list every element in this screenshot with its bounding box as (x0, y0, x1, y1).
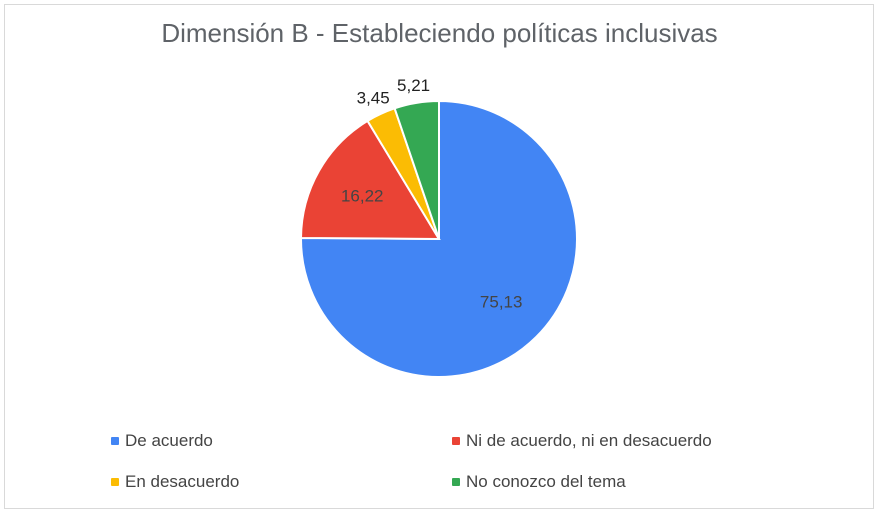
pie-slices (299, 99, 578, 378)
data-label: 5,21 (397, 76, 430, 95)
pie-slice-no-conozco-del-tema (393, 99, 440, 240)
pie-labels: 75,13 16,22 3,45 5,21 (341, 76, 523, 312)
pie-slice-ni-de-acuerdo-ni-en-desacuerdo (299, 119, 441, 241)
chart-title: Dimensión B - Estableciendo políticas in… (161, 18, 718, 48)
data-label: 16,22 (341, 186, 384, 205)
pie-slice-de-acuerdo (300, 99, 578, 378)
data-label: 75,13 (480, 293, 523, 312)
data-label: 3,45 (357, 89, 390, 108)
